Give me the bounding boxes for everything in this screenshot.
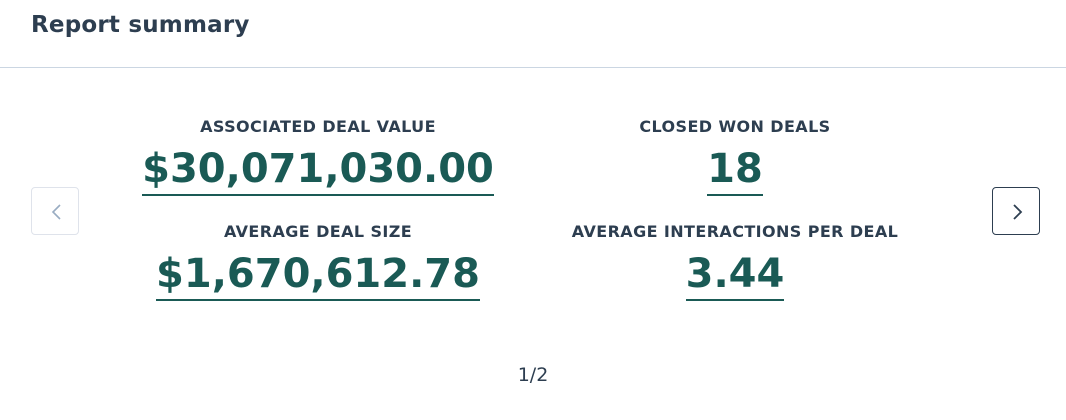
report-title: Report summary bbox=[31, 12, 250, 38]
metric-label: ASSOCIATED DEAL VALUE bbox=[200, 117, 436, 136]
prev-button bbox=[31, 187, 79, 235]
metric-label: AVERAGE DEAL SIZE bbox=[223, 222, 413, 241]
metric-label: CLOSED WON DEALS bbox=[639, 117, 831, 136]
metric-label: AVERAGE INTERACTIONS PER DEAL bbox=[571, 222, 899, 241]
metric: AVERAGE DEAL SIZE $1,670,612.78 bbox=[108, 221, 528, 301]
metric: ASSOCIATED DEAL VALUE $30,071,030.00 bbox=[108, 116, 528, 196]
next-button[interactable] bbox=[992, 187, 1040, 235]
metric: AVERAGE INTERACTIONS PER DEAL 3.44 bbox=[525, 221, 945, 301]
metric-value[interactable]: $30,071,030.00 bbox=[142, 144, 494, 196]
metric-value[interactable]: 18 bbox=[707, 144, 763, 196]
metric-value[interactable]: $1,670,612.78 bbox=[156, 249, 480, 301]
metric-value[interactable]: 3.44 bbox=[685, 249, 785, 301]
pagination: 1/2 bbox=[517, 364, 549, 386]
divider bbox=[0, 67, 1066, 68]
next-icon bbox=[1013, 204, 1023, 220]
prev-icon bbox=[51, 204, 61, 220]
metric: CLOSED WON DEALS 18 bbox=[525, 116, 945, 196]
